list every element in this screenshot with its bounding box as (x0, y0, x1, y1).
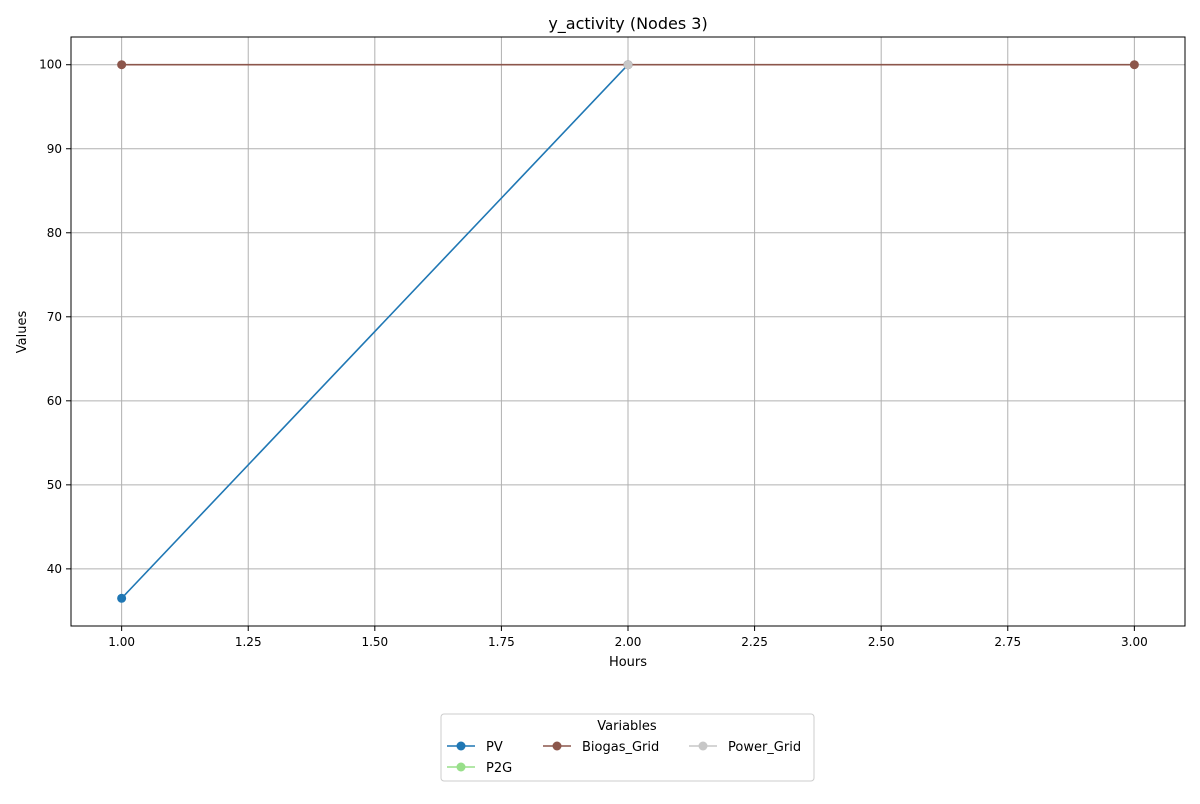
x-tick-label: 2.50 (868, 635, 895, 649)
legend: Variables PV P2G Biogas_Grid Power_Grid (440, 713, 815, 782)
legend-title: Variables (597, 719, 657, 734)
y-tick-label: 50 (47, 478, 62, 492)
legend-swatch-marker (552, 741, 562, 751)
x-tick-label: 2.00 (615, 635, 642, 649)
chart-title: y_activity (Nodes 3) (548, 14, 707, 34)
legend-item-power-grid: Power_Grid (689, 740, 801, 755)
data-point-biogas-grid (1129, 60, 1139, 70)
x-tick-label: 1.75 (488, 635, 515, 649)
x-tick-label: 2.25 (741, 635, 768, 649)
data-point-pv (117, 593, 127, 603)
legend-frame (440, 713, 815, 782)
legend-label: Power_Grid (728, 740, 801, 755)
axis-ticks: 1.00 1.25 1.50 1.75 2.00 2.25 2.50 2.75 3.00 40 50… (39, 58, 1148, 649)
y-tick-label: 60 (47, 394, 62, 408)
legend-item-pv: PV (447, 740, 503, 755)
legend-swatch-marker (698, 741, 708, 751)
legend-item-p2g: P2G (447, 761, 512, 776)
x-tick-label: 3.00 (1121, 635, 1148, 649)
legend-label: PV (486, 740, 503, 755)
y-tick-label: 70 (47, 310, 62, 324)
legend-item-biogas-grid: Biogas_Grid (543, 740, 659, 755)
y-tick-label: 40 (47, 562, 62, 576)
x-tick-label: 1.50 (361, 635, 388, 649)
x-tick-label: 1.25 (235, 635, 262, 649)
data-point-biogas-grid (117, 60, 127, 70)
series-power-grid (623, 60, 633, 70)
legend-swatch-marker (456, 741, 466, 751)
y-tick-label: 100 (39, 58, 62, 72)
series-layer (117, 60, 1139, 603)
y-tick-label: 90 (47, 142, 62, 156)
y-axis-label: Values (15, 311, 30, 354)
grid-lines (71, 37, 1185, 626)
series-line-pv (121, 64, 629, 599)
legend-label: P2G (486, 761, 512, 776)
legend-label: Biogas_Grid (582, 740, 659, 755)
y-tick-label: 80 (47, 226, 62, 240)
data-point-power-grid (623, 60, 633, 70)
x-tick-label: 2.75 (994, 635, 1021, 649)
legend-swatch-marker (456, 762, 466, 772)
x-axis-label: Hours (609, 655, 647, 670)
x-tick-label: 1.00 (108, 635, 135, 649)
